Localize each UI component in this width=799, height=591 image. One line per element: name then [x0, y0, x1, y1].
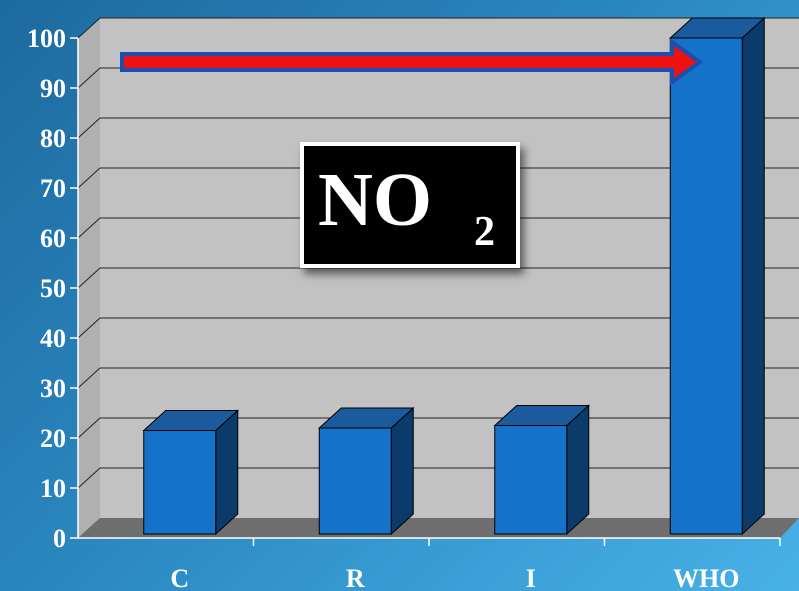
bar — [318, 427, 392, 535]
gridline-wall — [77, 67, 101, 89]
gridline-wall — [77, 317, 101, 339]
annotation-box: NO 2 — [300, 142, 520, 268]
x-tick-label: WHO — [673, 564, 739, 591]
gridline-wall — [77, 17, 101, 39]
x-tick-label: C — [170, 564, 189, 591]
y-tick-label: 80 — [40, 124, 66, 153]
gridline-wall — [77, 467, 101, 489]
y-tick-label: 90 — [40, 74, 66, 103]
y-tick-label: 30 — [40, 374, 66, 403]
bar-side — [390, 406, 414, 536]
y-tick-label: 0 — [53, 524, 66, 553]
arrow — [120, 38, 704, 86]
bar — [143, 430, 217, 535]
x-tick-label: I — [526, 564, 536, 591]
y-tick-label: 50 — [40, 274, 66, 303]
gridline-wall — [77, 217, 101, 239]
bar-side — [215, 409, 239, 536]
annotation-subscript: 2 — [474, 209, 495, 255]
gridline-wall — [77, 167, 101, 189]
gridline-wall — [77, 367, 101, 389]
bar — [494, 425, 568, 535]
bar-side — [566, 404, 590, 536]
y-tick-label: 20 — [40, 424, 66, 453]
x-tick-label: R — [346, 564, 365, 591]
y-tick-label: 40 — [40, 324, 66, 353]
bar — [669, 37, 743, 535]
y-tick-label: 60 — [40, 224, 66, 253]
gridline-wall — [77, 267, 101, 289]
gridline-wall — [77, 117, 101, 139]
gridline-wall — [77, 417, 101, 439]
y-tick-label: 70 — [40, 174, 66, 203]
annotation-main: NO — [318, 158, 432, 242]
y-tick-label: 100 — [27, 24, 66, 53]
bar-side — [741, 16, 765, 536]
plot-floor — [78, 518, 799, 538]
y-tick-label: 10 — [40, 474, 66, 503]
